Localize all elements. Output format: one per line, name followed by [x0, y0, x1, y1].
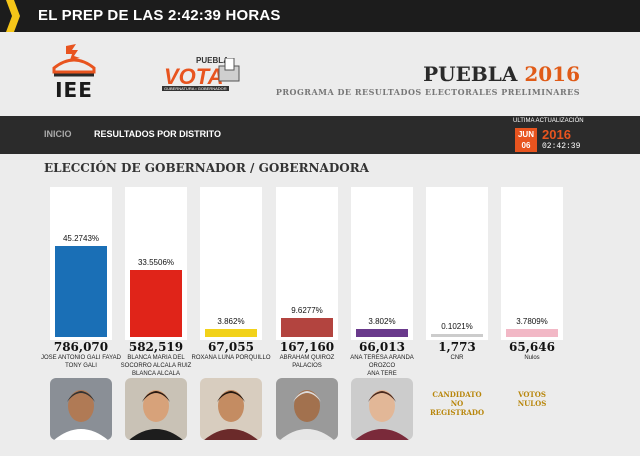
nav-item-resultados-distrito[interactable]: RESULTADOS POR DISTRITO: [94, 129, 222, 139]
candidate-column: 0.1021%: [426, 187, 488, 340]
candidate-column: 45.2743%: [50, 187, 112, 340]
candidate-name-line: ABRAHAM QUIROZ: [279, 355, 335, 361]
vote-count: 67,055: [208, 340, 254, 354]
candidate-name-line: ANA TERE: [367, 371, 397, 377]
candidate-column: 3.7809%: [501, 187, 563, 340]
percent-label: 33.5506%: [137, 258, 175, 267]
label-line: NULOS: [517, 399, 547, 408]
portrait-icon: [351, 378, 413, 440]
vota-logo-subtitle: GUBERNATURA • GOBERNADOR: [162, 86, 229, 91]
update-year: 2016: [542, 127, 571, 142]
vota-logo: PUEBLA VOTA GUBERNATURA • GOBERNADOR: [160, 54, 242, 94]
percent-label: 45.2743%: [62, 234, 100, 243]
candidate-photo: [125, 378, 187, 440]
candidate-name-line: JOSE ANTONIO GALI FAYAD: [40, 355, 122, 361]
candidate-column: 3.802%: [351, 187, 413, 340]
brand-title: PUEBLA 2016: [276, 62, 580, 86]
candidate-column: 3.862%: [200, 187, 262, 340]
candidate-name-line: BLANCA ALCALA: [131, 371, 181, 377]
candidate-photo: [276, 378, 338, 440]
portrait-icon: [50, 378, 112, 440]
percent-label: 3.862%: [217, 317, 245, 326]
candidate-name: JOSE ANTONIO GALI FAYAD TONY GALI: [40, 354, 122, 370]
candidate-name-line: Nulos: [524, 355, 540, 361]
result-bar: [130, 270, 182, 337]
candidate-column: 9.6277%: [276, 187, 338, 340]
vote-count: 65,646: [509, 340, 555, 354]
result-bar: [506, 329, 558, 337]
result-bar: [55, 246, 107, 337]
page-title: ELECCIÓN DE GOBERNADOR / GOBERNADORA: [44, 161, 369, 175]
candidate-name: ABRAHAM QUIROZ PALACIOS: [266, 354, 348, 370]
brand-block: PUEBLA 2016 PROGRAMA DE RESULTADOS ELECT…: [276, 62, 580, 97]
update-time: 02:42:39: [542, 142, 581, 151]
null-votes-label: VOTOS NULOS: [501, 390, 563, 408]
nav-item-inicio[interactable]: INICIO: [44, 129, 72, 139]
iee-logo-text: IEE: [55, 78, 93, 102]
chevron-right-icon: [6, 0, 20, 32]
candidate-name: BLANCA MARIA DEL SOCORRO ALCALA RUIZ BLANC…: [115, 354, 197, 378]
brand-program: PROGRAMA DE RESULTADOS ELECTORALES PRELI…: [275, 87, 580, 97]
percent-label: 0.1021%: [441, 322, 473, 331]
vote-count: 167,160: [279, 340, 335, 354]
candidate-name: ROXANA LUNA PORQUILLO: [190, 354, 272, 362]
vota-logo-top: PUEBLA: [196, 56, 229, 65]
portrait-icon: [125, 378, 187, 440]
candidate-column: 33.5506%: [125, 187, 187, 340]
candidate-name-line: ANA TERESA ARANDA: [350, 355, 414, 361]
vote-count: 66,013: [359, 340, 405, 354]
label-line: VOTOS: [518, 390, 546, 399]
candidate-photo: [351, 378, 413, 440]
date-month: JUN: [517, 130, 534, 139]
candidate-name: CNR: [416, 354, 498, 362]
top-header: EL PREP DE LAS 2:42:39 HORAS: [0, 0, 640, 32]
candidate-photo: [200, 378, 262, 440]
candidate-name-line: BLANCA MARIA DEL: [127, 355, 185, 361]
candidate-name-line: TONY GALI: [65, 363, 97, 369]
portrait-icon: [276, 378, 338, 440]
last-update-label: ULTIMA ACTUALIZACIÓN: [513, 118, 584, 124]
date-badge: JUN 06: [515, 128, 537, 152]
percent-label: 3.7809%: [516, 317, 548, 326]
percent-label: 3.802%: [368, 317, 396, 326]
candidate-name-line: SOCORRO ALCALA RUIZ: [120, 363, 192, 369]
candidate-name-line: ROXANA LUNA PORQUILLO: [191, 355, 271, 361]
candidate-name-line: OROZCO: [368, 363, 396, 369]
candidate-photo: [50, 378, 112, 440]
vote-count: 1,773: [438, 340, 476, 354]
iee-logo: IEE: [46, 42, 102, 102]
label-line: CANDIDATO: [432, 390, 482, 399]
no-registered-label: CANDIDATO NO REGISTRADO: [426, 390, 488, 417]
vote-count: 582,519: [128, 340, 184, 354]
label-line: NO REGISTRADO: [429, 399, 485, 417]
candidate-name-line: CNR: [450, 355, 464, 361]
iee-emblem-icon: [52, 44, 96, 77]
candidate-name: ANA TERESA ARANDA OROZCO ANA TERE: [341, 354, 423, 378]
date-day: 06: [521, 141, 531, 150]
vota-logo-word: VOTA: [164, 64, 224, 89]
ballot-box-icon: [218, 58, 240, 82]
result-bar: [205, 329, 257, 337]
header-title: EL PREP DE LAS 2:42:39 HORAS: [38, 7, 281, 24]
brand-year: 2016: [524, 62, 580, 86]
candidate-name-line: PALACIOS: [292, 363, 322, 369]
portrait-icon: [200, 378, 262, 440]
result-bar: [356, 329, 408, 337]
percent-label: 9.6277%: [291, 306, 323, 315]
vote-count: 786,070: [53, 340, 109, 354]
result-bar: [281, 318, 333, 337]
nav-bar: INICIO RESULTADOS POR DISTRITO ULTIMA AC…: [0, 116, 640, 154]
brand-state: PUEBLA: [423, 62, 518, 86]
candidate-name: Nulos: [491, 354, 573, 362]
result-bar: [431, 334, 483, 337]
